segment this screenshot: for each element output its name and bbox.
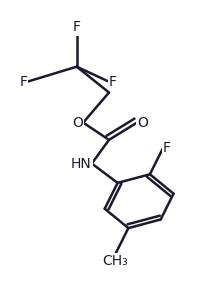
Text: F: F <box>163 141 171 155</box>
Text: O: O <box>72 116 83 130</box>
Text: HN: HN <box>71 156 92 170</box>
Text: F: F <box>19 75 27 89</box>
Text: O: O <box>137 116 148 130</box>
Text: F: F <box>109 75 117 89</box>
Text: CH₃: CH₃ <box>103 254 128 268</box>
Text: F: F <box>73 20 81 34</box>
